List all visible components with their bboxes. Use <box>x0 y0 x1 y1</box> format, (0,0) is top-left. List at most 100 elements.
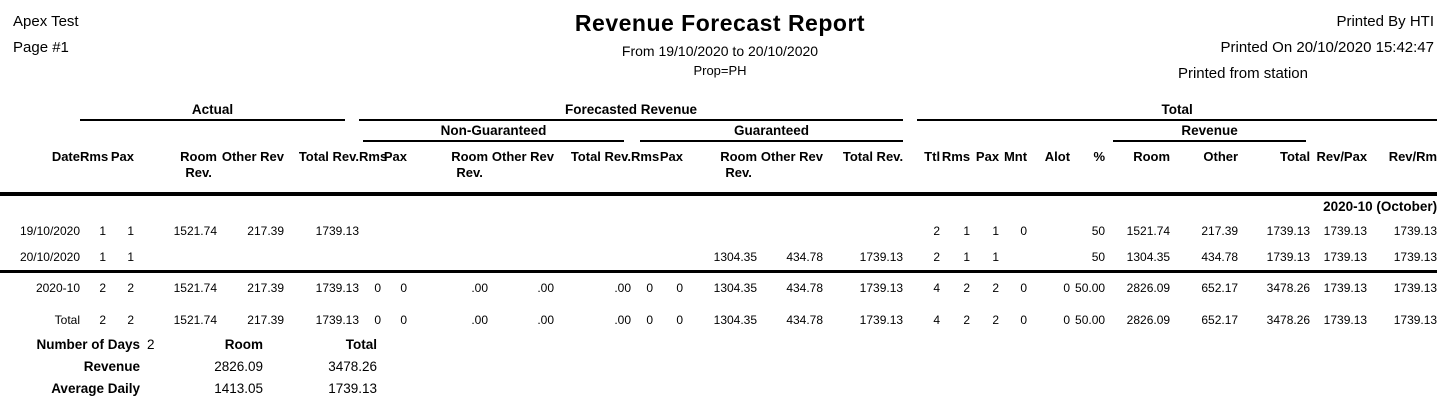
cell: 50 <box>1091 223 1106 238</box>
col-header-%: % <box>1070 142 1106 196</box>
cell: 434.78 <box>786 313 824 327</box>
cell <box>631 244 653 271</box>
cell: 0 <box>646 313 654 327</box>
cell: 2 <box>970 269 1000 303</box>
cell: 1739.13 <box>1367 269 1438 303</box>
cell <box>757 217 823 244</box>
col-header-total-rev-: Total Rev. <box>284 142 360 196</box>
col-header-pax: Pax <box>653 142 684 196</box>
col-header-total-rev-: Total Rev. <box>823 142 904 196</box>
header-center: Revenue Forecast Report From 19/10/2020 … <box>0 10 1440 78</box>
cell: 1739.13 <box>315 313 360 327</box>
cell <box>554 217 631 244</box>
cell: 1521.74 <box>1126 223 1171 238</box>
cell: 4 <box>903 269 941 303</box>
cell: 652.17 <box>1170 269 1239 303</box>
col-header-pax: Pax <box>970 142 1000 196</box>
cell: 1 <box>992 223 1000 238</box>
revenue-room-value: 2826.09 <box>214 359 263 374</box>
cell: 1521.74 <box>173 313 217 327</box>
summary-total-header: Total <box>345 337 377 352</box>
col-header-rms: Rms <box>631 142 659 196</box>
summary-block: Number of Days 2 Room Total Revenue 2826… <box>0 336 377 402</box>
summary-row-revenue: Revenue 2826.09 3478.26 <box>0 358 377 375</box>
cell: 4 <box>933 313 941 327</box>
col-header-pax: Pax <box>381 142 408 196</box>
cell <box>683 217 757 244</box>
cell: 2 <box>99 313 106 327</box>
cell: 1 <box>99 223 106 238</box>
group-revenue: Revenue <box>1113 121 1307 142</box>
cell: 2 <box>933 249 941 264</box>
column-header-row: Date Rms Pax Room Rev. Other Rev Total Rev. Rms… <box>0 142 1438 196</box>
cell <box>381 217 407 244</box>
date-row-1: 19/10/2020 1 1 1521.74 217.39 1739.13 2 1 1 0 50 15… <box>0 217 1437 244</box>
cell: 1739.13 <box>1393 249 1438 264</box>
cell: 1304.35 <box>683 269 758 303</box>
cell: 0 <box>400 313 408 327</box>
cell: 434.78 <box>786 249 824 264</box>
cell: 1739.13 <box>859 313 904 327</box>
cell <box>284 244 359 271</box>
cell: 50.00 <box>1070 269 1106 303</box>
cell: 1739.13 <box>1393 313 1438 327</box>
summary-row-average-daily: Average Daily 1413.05 1739.13 <box>0 380 377 397</box>
cell <box>359 244 381 271</box>
cell <box>134 244 217 271</box>
cell: 1739.13 <box>859 249 904 264</box>
average-daily-room-value: 1413.05 <box>214 381 263 396</box>
cell: 0 <box>1063 313 1071 327</box>
cell: 217.39 <box>217 269 284 303</box>
col-header-other-rev: Other Rev <box>757 142 824 196</box>
cell: 0 <box>631 269 654 303</box>
cell: 2 <box>940 269 971 303</box>
cell: 0 <box>676 313 684 327</box>
col-header-room-rev-: Room Rev. <box>407 142 489 196</box>
cell: 2826.09 <box>1105 269 1171 303</box>
cell: 1304.35 <box>1126 249 1171 264</box>
cell: 1739.13 <box>1323 249 1368 264</box>
cell: 2 <box>933 223 941 238</box>
col-header-mnt: Mnt <box>999 142 1028 196</box>
col-header-total-rev-: Total Rev. <box>554 142 632 196</box>
cell: 1739.13 <box>315 223 360 238</box>
cell: 1739.13 <box>1323 223 1368 238</box>
cell: 1521.74 <box>134 269 217 303</box>
cell: 50.00 <box>1075 313 1106 327</box>
col-header-total: Total <box>1238 142 1311 196</box>
cell: 1521.74 <box>173 223 217 238</box>
cell <box>381 244 407 271</box>
cell: 1304.35 <box>713 313 758 327</box>
average-daily-label: Average Daily <box>51 381 140 396</box>
cell: .00 <box>407 269 489 303</box>
cell: 1739.13 <box>823 269 904 303</box>
cell: 2 <box>106 269 134 303</box>
cell: 0 <box>374 313 382 327</box>
number-of-days-label: Number of Days <box>36 337 140 352</box>
report-prop-filter: Prop=PH <box>693 63 747 78</box>
cell: 3478.26 <box>1266 313 1311 327</box>
cell: 2826.09 <box>1126 313 1171 327</box>
header-right: Printed By HTI Printed On 20/10/2020 15:… <box>1178 9 1434 87</box>
date-row-2: 20/10/2020 1 1 1304.35 434.78 1739.13 2 1 1 50 130… <box>0 244 1437 271</box>
report-table: Actual Forecasted Revenue Total Non-Guarant… <box>0 100 1438 337</box>
printed-from-station: Printed from station <box>1177 65 1308 82</box>
number-of-days-value: 2 <box>147 337 155 352</box>
col-header-other-rev: Other Rev <box>488 142 555 196</box>
cell: 2 <box>963 313 971 327</box>
group-header-row-2: Non-Guaranteed Guaranteed Revenue <box>0 121 1437 142</box>
group-forecasted: Forecasted Revenue <box>359 100 904 121</box>
cell: 434.78 <box>757 269 824 303</box>
group-guaranteed: Guaranteed <box>640 121 904 142</box>
col-header-rev/rm: Rev/Rm <box>1367 142 1438 196</box>
row-label: 19/10/2020 <box>19 223 80 238</box>
cell <box>359 217 381 244</box>
cell: 0 <box>1027 269 1071 303</box>
cell: .00 <box>554 269 632 303</box>
cell: .00 <box>488 269 555 303</box>
row-label: Total <box>54 313 80 327</box>
cell: 434.78 <box>1201 249 1239 264</box>
cell: 1739.13 <box>1323 313 1368 327</box>
group-header-row-1: Actual Forecasted Revenue Total <box>0 100 1438 121</box>
